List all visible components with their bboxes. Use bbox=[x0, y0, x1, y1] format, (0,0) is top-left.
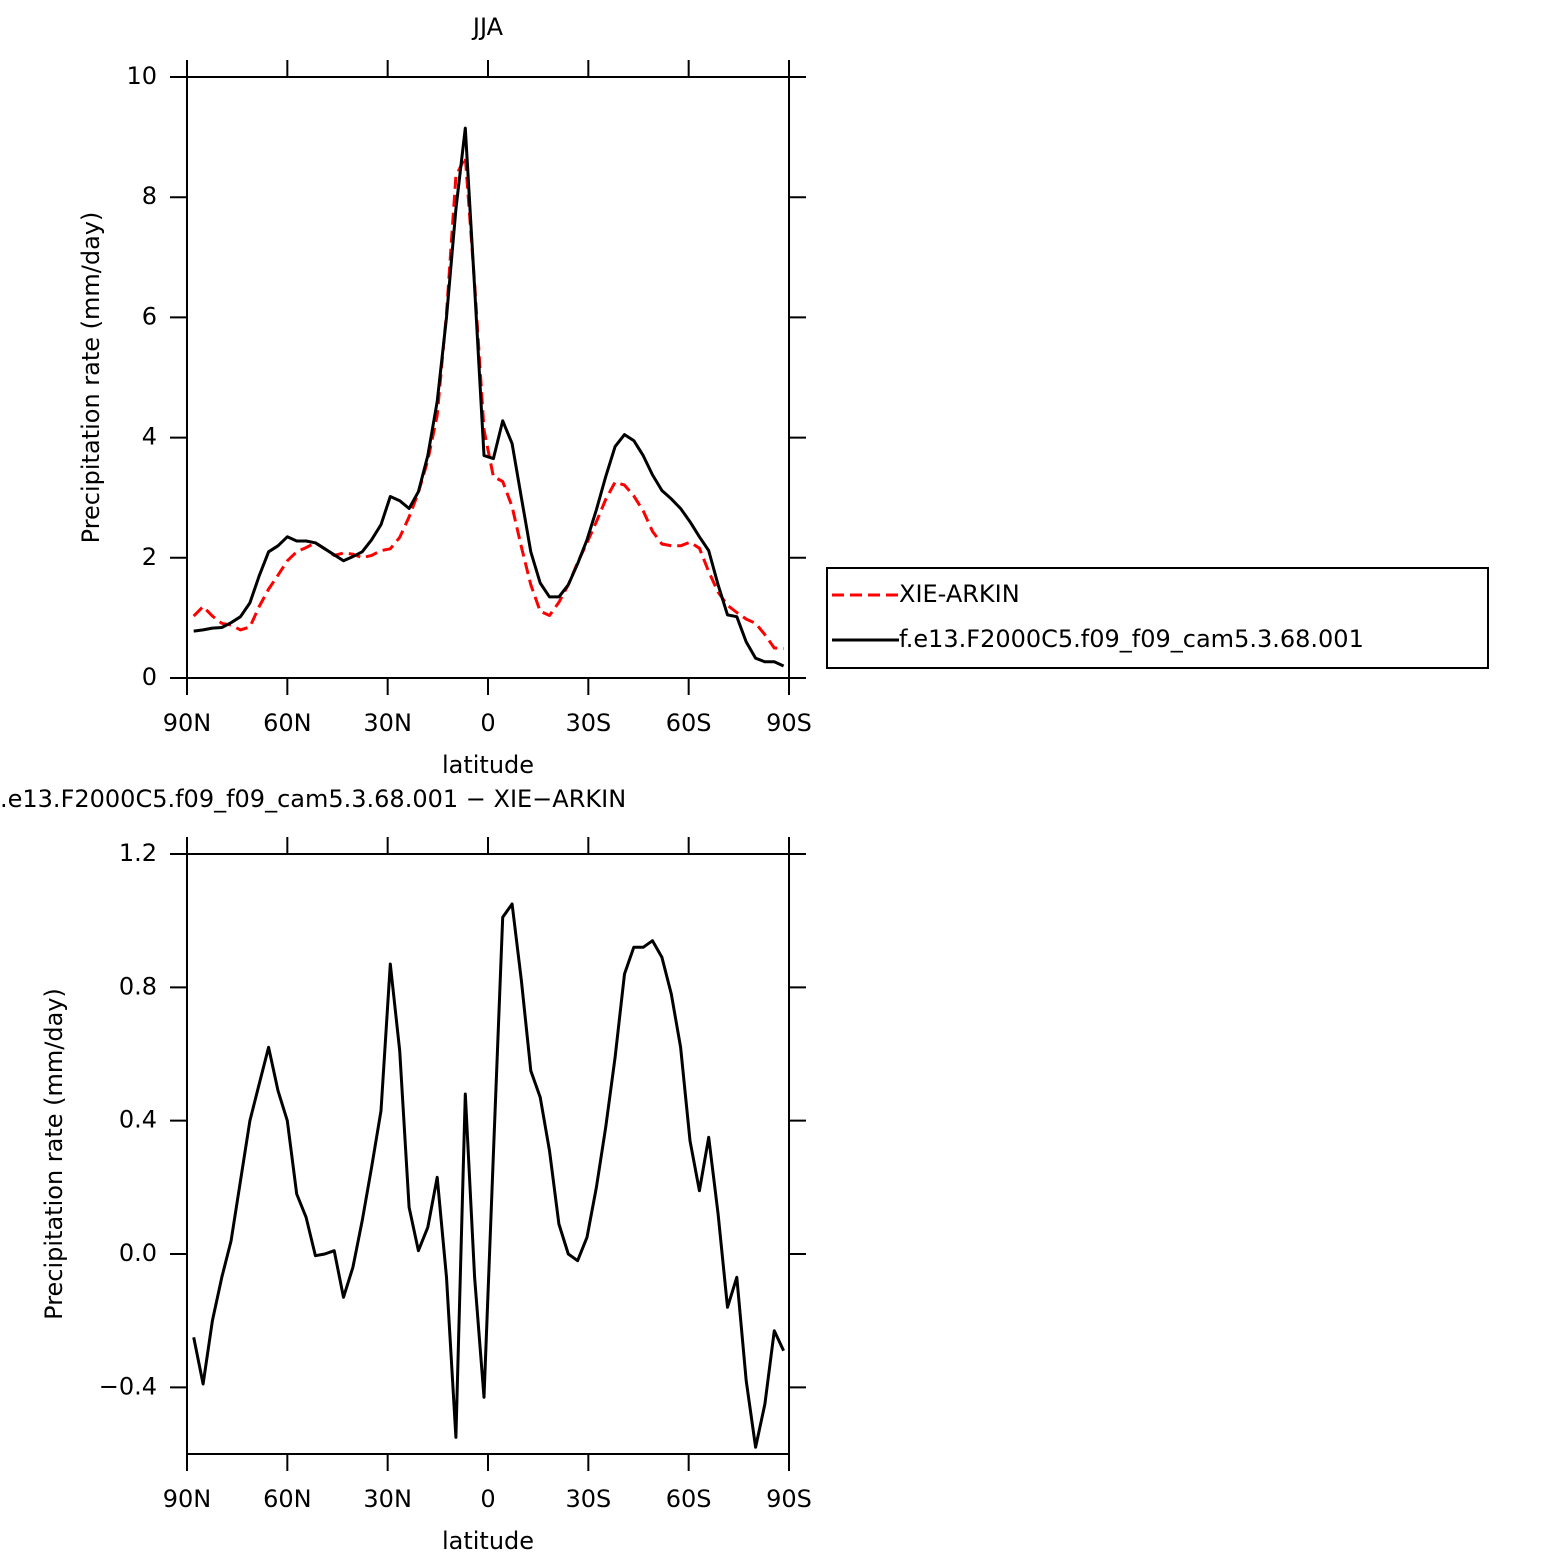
x-tick-label: 30N bbox=[363, 1485, 412, 1513]
y-axis-label: Precipitation rate (mm/day) bbox=[77, 212, 105, 544]
legend-label: XIE-ARKIN bbox=[899, 580, 1020, 608]
series-line bbox=[193, 126, 785, 668]
y-axis-label: Precipitation rate (mm/day) bbox=[40, 988, 68, 1320]
y-tick-label: 2 bbox=[142, 543, 157, 571]
plot-frame bbox=[186, 853, 790, 1455]
y-tick-label: 8 bbox=[142, 182, 157, 210]
y-tick-label: 10 bbox=[126, 62, 157, 90]
y-tick-label: 0.4 bbox=[119, 1106, 157, 1134]
series-line bbox=[192, 155, 784, 651]
y-tick-label: 1.2 bbox=[119, 839, 157, 867]
x-tick-label: 60N bbox=[263, 709, 312, 737]
x-tick-label: 60N bbox=[263, 1485, 312, 1513]
x-tick-label: 30S bbox=[565, 709, 611, 737]
x-tick-label: 0 bbox=[480, 709, 495, 737]
y-tick-label: 0.8 bbox=[119, 972, 157, 1000]
x-tick-label: 60S bbox=[666, 709, 712, 737]
x-tick-label: 60S bbox=[666, 1485, 712, 1513]
x-tick-label: 90N bbox=[163, 709, 212, 737]
legend-label: f.e13.F2000C5.f09_f09_cam5.3.68.001 bbox=[899, 625, 1364, 653]
legend-box bbox=[826, 567, 1489, 669]
y-tick-label: 6 bbox=[142, 302, 157, 330]
y-tick-label: 4 bbox=[142, 423, 157, 451]
x-tick-label: 30N bbox=[363, 709, 412, 737]
plot-frame bbox=[186, 76, 790, 679]
chart-title: .e13.F2000C5.f09_f09_cam5.3.68.001 − XIE… bbox=[0, 785, 626, 813]
series-line bbox=[192, 902, 785, 1449]
x-tick-label: 30S bbox=[565, 1485, 611, 1513]
y-tick-label: −0.4 bbox=[99, 1372, 157, 1400]
y-tick-label: 0 bbox=[142, 663, 157, 691]
chart-title: JJA bbox=[471, 13, 504, 41]
x-tick-label: 90N bbox=[163, 1485, 212, 1513]
x-tick-label: 0 bbox=[480, 1485, 495, 1513]
x-axis-label: latitude bbox=[442, 1527, 534, 1555]
x-tick-label: 90S bbox=[766, 1485, 812, 1513]
x-axis-label: latitude bbox=[442, 751, 534, 779]
y-tick-label: 0.0 bbox=[119, 1239, 157, 1267]
x-tick-label: 90S bbox=[766, 709, 812, 737]
